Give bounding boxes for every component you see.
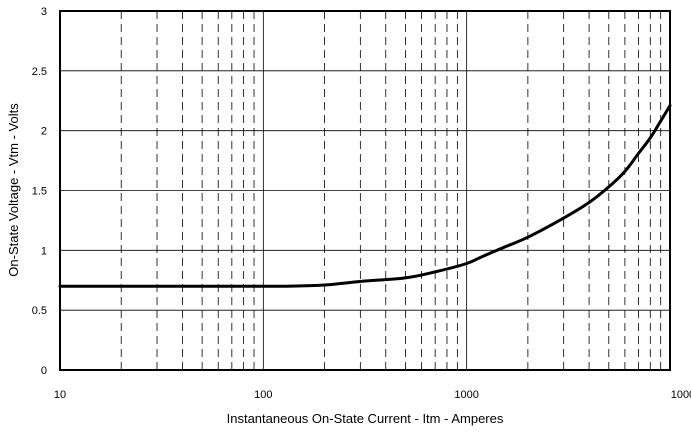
- plot-frame: [59, 10, 671, 371]
- x-tick-label: 100: [254, 389, 272, 401]
- y-tick-label: 1.5: [32, 186, 47, 198]
- x-tick-label: 10: [54, 389, 66, 401]
- y-axis-label: On-State Voltage - Vtm - Volts: [6, 103, 21, 277]
- y-tick-label: 2: [41, 126, 47, 138]
- y-tick-label: 1: [41, 245, 47, 257]
- x-axis-label: Instantaneous On-State Current - Itm - A…: [227, 411, 504, 426]
- y-tick-label: 2.5: [32, 66, 47, 78]
- series-line-0: [58, 104, 672, 288]
- y-tick-label: 0: [41, 365, 47, 377]
- series-layer: [58, 104, 672, 288]
- y-tick-label: 0.5: [32, 305, 47, 317]
- y-tick-label: 3: [41, 6, 47, 18]
- x-tick-label: 1000: [454, 389, 478, 401]
- y-tick-labels: 0 0.5 1 1.5 2 2.5 3: [32, 6, 47, 377]
